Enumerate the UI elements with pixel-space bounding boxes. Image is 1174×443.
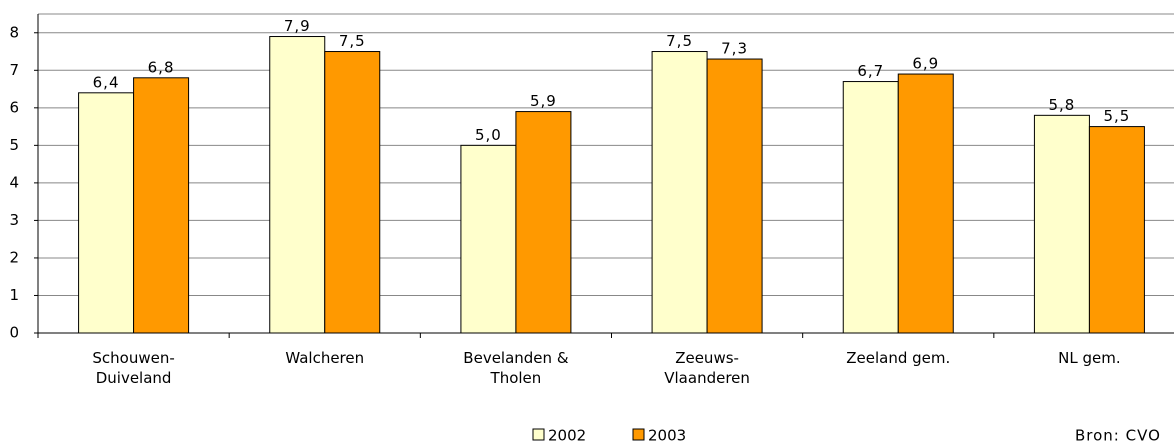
bar xyxy=(78,92,135,334)
value-label: 7,5 xyxy=(666,32,693,50)
value-label: 7,5 xyxy=(339,32,366,50)
bar xyxy=(897,73,954,334)
bar xyxy=(460,144,517,334)
x-tick-label: Schouwen- Duiveland xyxy=(92,349,175,387)
bar xyxy=(706,58,763,334)
legend-swatch xyxy=(632,428,645,441)
value-label: 5,0 xyxy=(475,126,502,144)
y-tick-label: 7 xyxy=(9,61,20,79)
value-label: 5,9 xyxy=(530,92,557,110)
y-tick-label: 8 xyxy=(9,23,20,41)
bar xyxy=(324,51,381,334)
y-tick-label: 0 xyxy=(9,324,20,342)
value-label: 5,5 xyxy=(1103,107,1130,125)
legend-label: 2002 xyxy=(548,427,586,443)
value-label: 7,3 xyxy=(721,40,748,58)
value-label: 5,8 xyxy=(1048,96,1075,114)
bar xyxy=(1088,126,1145,334)
bar xyxy=(842,81,899,334)
y-tick-label: 1 xyxy=(9,286,20,304)
y-tick-label: 6 xyxy=(9,98,20,116)
x-tick-label: NL gem. xyxy=(1058,349,1121,367)
value-label: 6,9 xyxy=(912,55,939,73)
y-tick-label: 3 xyxy=(9,211,20,229)
bar xyxy=(651,51,708,334)
x-tick-label: Walcheren xyxy=(285,349,365,367)
value-label: 7,9 xyxy=(284,17,311,35)
legend-swatch xyxy=(532,428,545,441)
x-tick-label: Bevelanden & Tholen xyxy=(463,349,569,387)
y-tick-label: 4 xyxy=(9,173,20,191)
bar xyxy=(269,36,326,334)
bar xyxy=(515,111,572,334)
bar xyxy=(1033,114,1090,334)
value-label: 6,7 xyxy=(857,62,884,80)
bar xyxy=(133,77,190,334)
value-label: 6,8 xyxy=(148,58,175,76)
y-tick-label: 5 xyxy=(9,136,20,154)
source: Bron: CVO xyxy=(1075,427,1161,443)
x-tick-label: Zeeuws- Vlaanderen xyxy=(664,349,750,387)
value-label: 6,4 xyxy=(93,73,120,91)
y-tick-label: 2 xyxy=(9,248,20,266)
x-tick-label: Zeeland gem. xyxy=(846,349,951,367)
legend-label: 2003 xyxy=(648,427,686,443)
